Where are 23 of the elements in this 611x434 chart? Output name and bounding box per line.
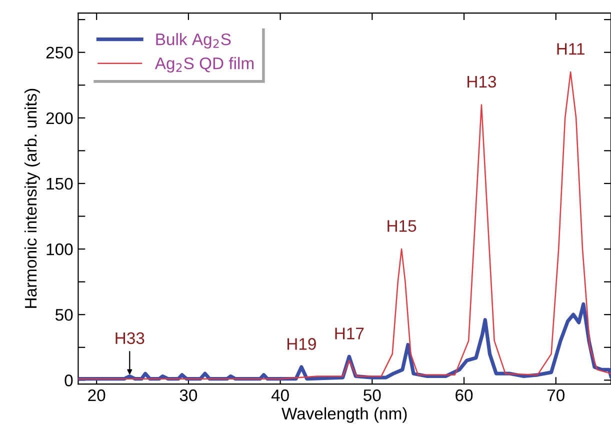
annotation: H33 — [116, 332, 144, 344]
y-axis-title: Harmonic intensity (arb. units) — [24, 88, 40, 308]
y-tick-label: 50 — [55, 308, 73, 321]
y-tick-label: 200 — [46, 112, 73, 124]
line-series — [78, 71, 611, 380]
x-tick-label: 60 — [456, 389, 473, 402]
x-tick-label: 40 — [271, 389, 289, 402]
x-tick-label: 70 — [547, 389, 564, 402]
y-tick-label: 150 — [46, 178, 73, 190]
legend-label: Ag$_{2}$S QD film — [154, 57, 254, 73]
x-axis-title: Wavelength (nm) — [282, 407, 407, 423]
legend-label: Bulk Ag$_{2}$S — [156, 33, 231, 49]
x-tick-label: 20 — [88, 389, 106, 402]
annotation: H19 — [288, 338, 316, 350]
annotation: H17 — [335, 328, 364, 340]
x-tick-label: 30 — [180, 389, 198, 402]
y-tick-label: 100 — [46, 243, 73, 256]
y-tick-label: 250 — [46, 46, 73, 59]
annotation: H15 — [388, 220, 416, 232]
annotation: H11 — [557, 43, 584, 55]
annotation: H13 — [468, 76, 496, 88]
x-tick-label: 50 — [364, 389, 381, 402]
y-tick-label: 0 — [64, 374, 73, 386]
